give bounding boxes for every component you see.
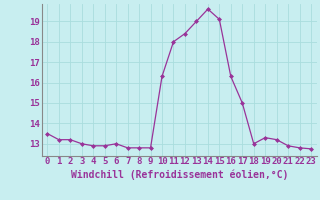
X-axis label: Windchill (Refroidissement éolien,°C): Windchill (Refroidissement éolien,°C)	[70, 169, 288, 180]
